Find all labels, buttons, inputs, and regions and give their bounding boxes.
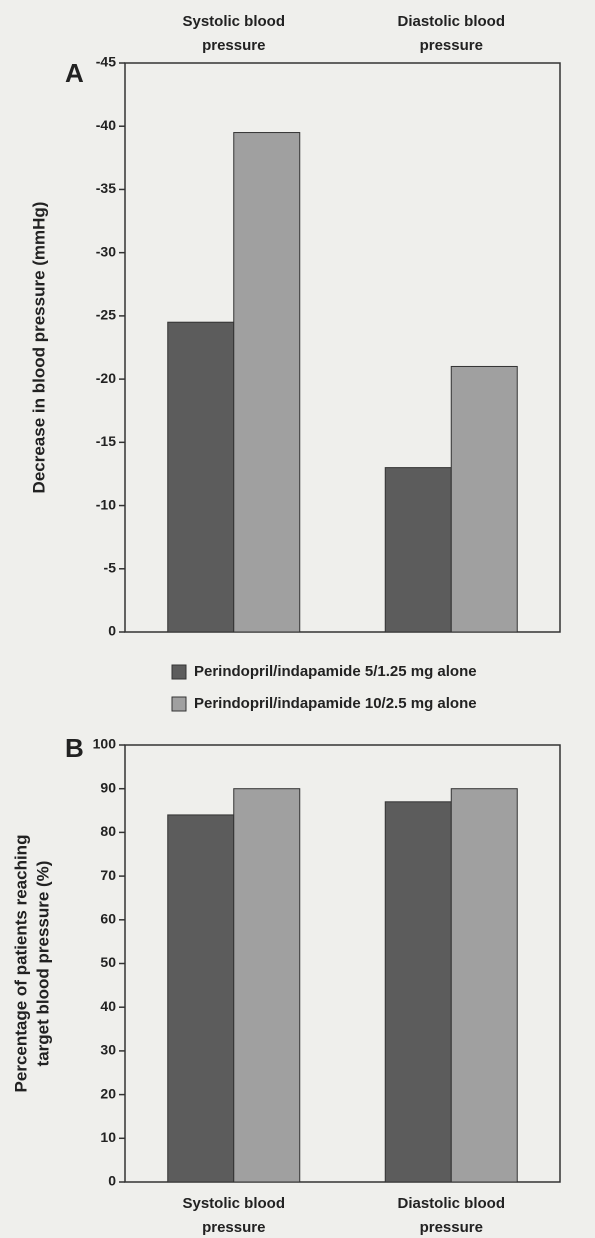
y-tick-label: 20 bbox=[100, 1085, 116, 1101]
y-tick-label: 60 bbox=[100, 911, 116, 927]
y-tick-label: 80 bbox=[100, 823, 116, 839]
bar bbox=[167, 321, 235, 633]
category-label: Diastolic blood pressure bbox=[397, 1195, 505, 1236]
y-tick-label: -25 bbox=[96, 307, 116, 323]
legend-label: Perindopril/indapamide 5/1.25 mg alone bbox=[194, 663, 477, 680]
bar bbox=[167, 814, 235, 1183]
y-tick-label: -40 bbox=[96, 117, 116, 133]
y-tick-label: 0 bbox=[108, 1173, 116, 1189]
y-tick-label: -45 bbox=[96, 54, 116, 70]
bar bbox=[233, 788, 301, 1183]
category-label: Systolic blood pressure bbox=[182, 1195, 285, 1236]
y-tick-label: 70 bbox=[100, 867, 116, 883]
category-label: Diastolic blood pressure bbox=[397, 13, 505, 54]
y-tick-label: 100 bbox=[93, 736, 117, 752]
y-tick-label: -10 bbox=[96, 496, 116, 512]
y-tick-label: 10 bbox=[100, 1129, 116, 1145]
bar bbox=[384, 801, 452, 1183]
y-tick-label: -35 bbox=[96, 180, 116, 196]
bar bbox=[450, 365, 518, 633]
y-tick-label: -5 bbox=[104, 559, 117, 575]
y-axis-label: target blood pressure (%) bbox=[33, 861, 52, 1067]
plot-frame bbox=[124, 62, 561, 633]
y-tick-label: -20 bbox=[96, 370, 116, 386]
bar bbox=[450, 788, 518, 1183]
y-tick-label: -30 bbox=[96, 243, 116, 259]
panel-label: A bbox=[65, 58, 84, 88]
bar bbox=[233, 132, 301, 633]
y-axis-label: Percentage of patients reaching bbox=[11, 835, 30, 1093]
y-tick-label: 0 bbox=[108, 623, 116, 639]
y-tick-label: 40 bbox=[100, 998, 116, 1014]
y-axis-label: Decrease in blood pressure (mmHg) bbox=[29, 202, 48, 494]
bar bbox=[384, 467, 452, 633]
legend-label: Perindopril/indapamide 10/2.5 mg alone bbox=[194, 695, 477, 712]
panel-label: B bbox=[65, 733, 84, 763]
legend-swatch bbox=[171, 696, 187, 712]
category-label: Systolic blood pressure bbox=[182, 13, 285, 54]
y-tick-label: -15 bbox=[96, 433, 116, 449]
legend-swatch bbox=[171, 664, 187, 680]
y-tick-label: 90 bbox=[100, 779, 116, 795]
y-tick-label: 50 bbox=[100, 954, 116, 970]
y-tick-label: 30 bbox=[100, 1042, 116, 1058]
